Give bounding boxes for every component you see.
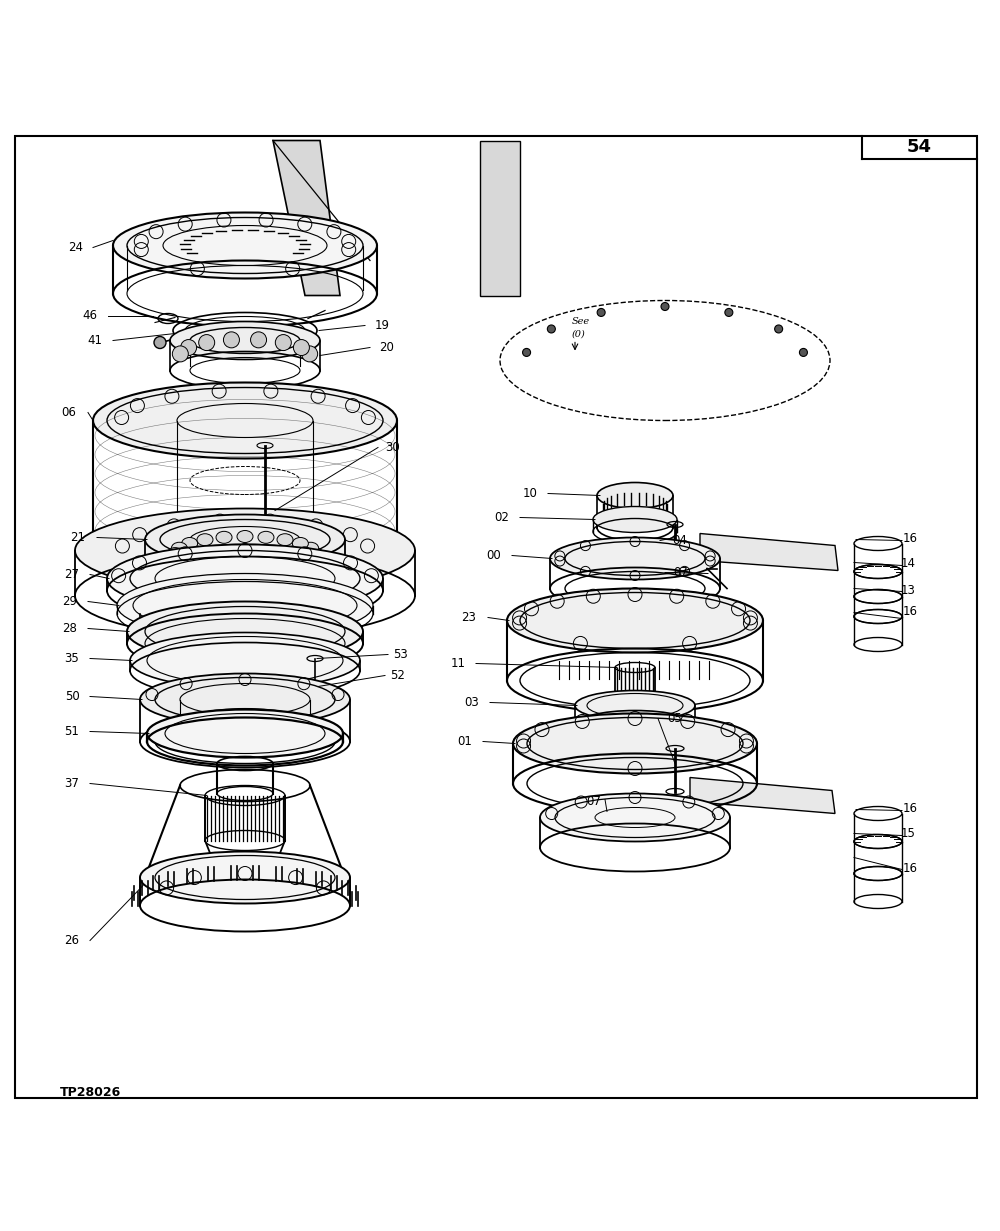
Circle shape [251,332,267,348]
Text: 51: 51 [65,725,79,739]
Text: 15: 15 [901,827,916,840]
Circle shape [799,348,807,357]
Circle shape [275,335,291,351]
Text: 16: 16 [903,862,918,875]
Ellipse shape [75,508,415,592]
Ellipse shape [597,483,673,508]
Text: 24: 24 [68,241,84,254]
Text: 14: 14 [901,556,916,570]
Text: 02: 02 [495,511,509,524]
Circle shape [661,303,669,310]
Circle shape [181,340,197,356]
Ellipse shape [307,548,323,560]
Circle shape [154,336,166,348]
Text: 35: 35 [65,652,79,665]
Ellipse shape [292,538,308,549]
Ellipse shape [277,534,293,545]
Ellipse shape [513,714,757,773]
Ellipse shape [540,794,730,842]
Text: 46: 46 [82,309,98,323]
Ellipse shape [130,633,360,688]
Text: 16: 16 [903,803,918,815]
Polygon shape [273,140,340,295]
Text: 00: 00 [487,549,501,563]
Circle shape [199,335,215,351]
Circle shape [293,340,309,356]
Ellipse shape [575,691,695,720]
Ellipse shape [127,602,363,661]
Text: 37: 37 [65,777,79,790]
Ellipse shape [113,213,377,278]
Text: 16: 16 [903,532,918,545]
Circle shape [725,309,733,316]
Ellipse shape [167,548,183,560]
Text: 19: 19 [374,319,390,332]
Text: 54: 54 [907,138,932,156]
Ellipse shape [258,532,274,543]
Text: 11: 11 [450,657,466,670]
Text: 06: 06 [62,406,76,419]
Ellipse shape [182,538,198,549]
Polygon shape [690,778,835,814]
Ellipse shape [140,852,350,904]
Text: 23: 23 [462,611,476,624]
Ellipse shape [593,506,677,533]
Circle shape [775,325,783,332]
Text: 50: 50 [65,691,79,703]
Text: 13: 13 [901,583,916,597]
Ellipse shape [140,673,350,725]
Circle shape [172,346,188,362]
Ellipse shape [550,538,720,580]
Ellipse shape [216,532,232,543]
Text: (0): (0) [572,330,586,339]
Polygon shape [700,533,838,570]
Text: 20: 20 [380,341,394,355]
Text: 52: 52 [391,668,405,682]
Ellipse shape [93,383,397,458]
Polygon shape [480,140,520,295]
Text: See: See [572,316,590,325]
Circle shape [523,348,531,357]
Ellipse shape [303,543,319,554]
Text: 27: 27 [64,567,80,581]
Text: 04: 04 [672,534,687,547]
Ellipse shape [237,531,253,543]
Text: 10: 10 [523,487,537,500]
Text: 28: 28 [63,622,77,635]
Ellipse shape [117,574,373,638]
Text: 01: 01 [458,735,472,748]
Text: 05: 05 [667,712,682,725]
Circle shape [547,325,555,332]
Text: 53: 53 [393,648,407,661]
Ellipse shape [170,321,320,359]
Text: 41: 41 [88,334,103,347]
Text: 03: 03 [465,696,479,709]
Text: 21: 21 [70,531,86,544]
Text: TP28026: TP28026 [60,1086,121,1099]
Text: 07: 07 [673,566,688,579]
Text: 30: 30 [386,441,400,454]
Text: 07: 07 [587,795,601,808]
Ellipse shape [107,544,383,613]
Circle shape [223,332,239,348]
Ellipse shape [197,534,213,545]
Circle shape [597,309,605,316]
Text: 16: 16 [903,604,918,618]
Ellipse shape [507,588,763,652]
Ellipse shape [147,709,343,757]
Text: 29: 29 [62,595,78,608]
Ellipse shape [171,543,187,554]
Ellipse shape [145,515,345,565]
Text: 26: 26 [64,934,80,947]
Circle shape [302,346,318,362]
